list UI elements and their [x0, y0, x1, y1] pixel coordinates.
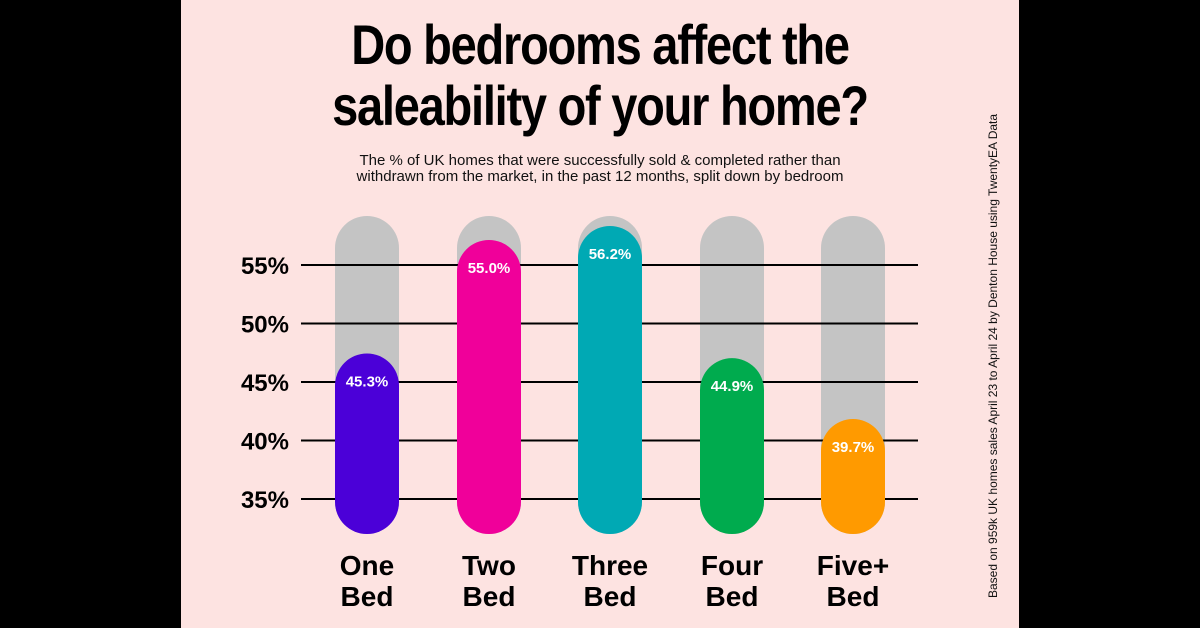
title-line-1: Do bedrooms affect the — [351, 13, 850, 76]
y-tick-label: 50% — [241, 312, 289, 339]
subtitle-line-1: The % of UK homes that were successfully… — [359, 152, 841, 169]
data-label: 44.9% — [711, 378, 754, 395]
bar — [335, 353, 399, 534]
y-tick-label: 45% — [241, 370, 289, 397]
bar — [700, 358, 764, 534]
bar — [457, 240, 521, 534]
category-label: Three — [572, 550, 648, 581]
category-label: Bed — [584, 581, 637, 612]
data-label: 45.3% — [346, 373, 389, 390]
category-label: Bed — [706, 581, 759, 612]
bar — [821, 419, 885, 534]
source-note: Based on 959k UK homes sales April 23 to… — [986, 113, 1000, 598]
category-label: Four — [701, 550, 763, 581]
chart-subtitle: The % of UK homes that were successfully… — [181, 153, 1019, 185]
category-label: Bed — [341, 581, 394, 612]
category-label: Five+ — [817, 550, 889, 581]
data-label: 39.7% — [832, 439, 875, 456]
category-label: One — [340, 550, 394, 581]
y-tick-label: 40% — [241, 429, 289, 456]
data-label: 56.2% — [589, 246, 632, 263]
subtitle-line-2: withdrawn from the market, in the past 1… — [356, 168, 844, 185]
category-label: Two — [462, 550, 516, 581]
bar — [578, 225, 642, 534]
infographic-panel: Do bedrooms affect the saleability of yo… — [181, 0, 1019, 628]
category-label: Bed — [463, 581, 516, 612]
y-tick-label: 35% — [241, 487, 289, 514]
y-tick-label: 55% — [241, 253, 289, 280]
chart-title: Do bedrooms affect the saleability of yo… — [248, 14, 952, 136]
bar-chart: 55%50%45%40%35%45.3%OneBed55.0%TwoBed56.… — [241, 216, 918, 612]
data-label: 55.0% — [468, 260, 511, 277]
title-line-2: saleability of your home? — [332, 74, 869, 137]
category-label: Bed — [827, 581, 880, 612]
